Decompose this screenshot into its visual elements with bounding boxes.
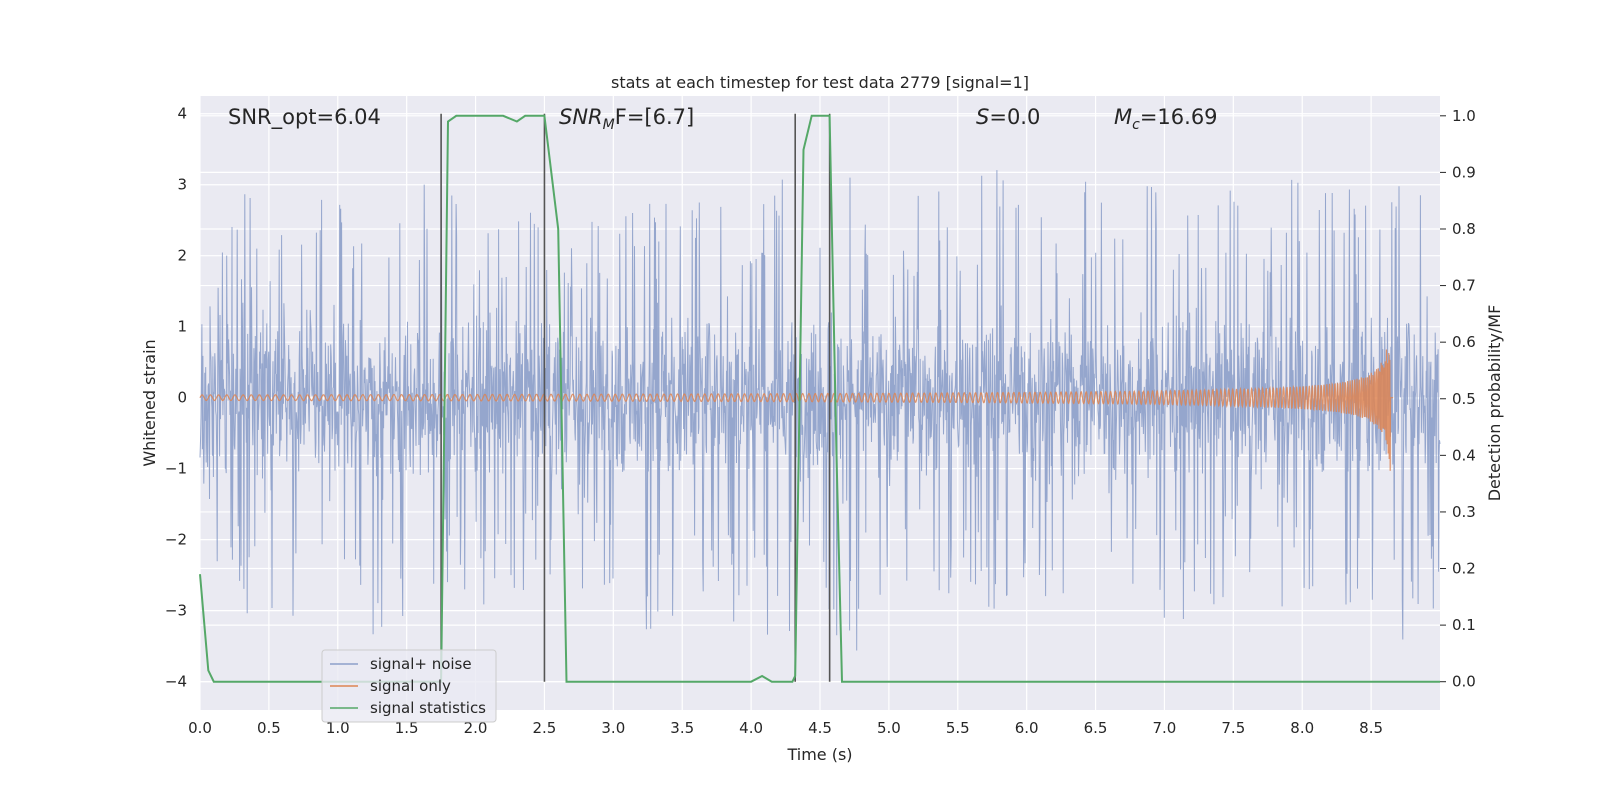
annotation-s-main: S (976, 105, 989, 129)
annotation-mc-sub: c (1132, 117, 1140, 133)
x-tick-label: 6.0 (1015, 719, 1039, 737)
y-tick-label: −2 (165, 531, 187, 549)
y-axis-label: Whitened strain (140, 339, 159, 466)
x-tick-label: 2.0 (464, 719, 488, 737)
y-tick-label: 2 (177, 247, 187, 265)
signal-only-line (199, 349, 1394, 471)
y2-tick-label: 0.1 (1452, 616, 1476, 634)
y-tick-label: 3 (177, 176, 187, 194)
x-tick-label: 6.5 (1084, 719, 1108, 737)
y-tick-label: −3 (165, 602, 187, 620)
annotation-mc: Mc=16.69 (1114, 105, 1218, 133)
x-axis-label: Time (s) (786, 745, 852, 764)
x-tick-label: 8.5 (1359, 719, 1383, 737)
annotation-s-rest: =0.0 (989, 105, 1040, 129)
legend-label-signal-statistics: signal statistics (370, 699, 486, 717)
x-tick-label: 0.5 (257, 719, 281, 737)
y2-tick-label: 0.2 (1452, 560, 1476, 578)
legend-box (321, 649, 497, 723)
x-tick-label: 3.0 (601, 719, 625, 737)
x-tick-label: 1.5 (395, 719, 419, 737)
annotation-s: S=0.0 (976, 105, 1040, 129)
x-tick-label: 3.5 (670, 719, 694, 737)
chart-title: stats at each timestep for test data 277… (611, 73, 1029, 92)
y2-tick-label: 0.0 (1452, 673, 1476, 691)
x-tick-label: 4.5 (808, 719, 832, 737)
x-tick-label: 5.0 (877, 719, 901, 737)
y-tick-label: 1 (177, 318, 187, 336)
annotation-mc-main: M (1114, 105, 1132, 129)
x-tick-label: 8.0 (1290, 719, 1314, 737)
x-tick-label: 5.5 (946, 719, 970, 737)
annotation-snr-mf-sub: M (603, 117, 615, 133)
y2-tick-label: 0.6 (1452, 333, 1476, 351)
y-tick-label: 4 (177, 105, 187, 123)
y2-tick-label: 0.7 (1452, 277, 1476, 295)
y2-tick-label: 0.5 (1452, 390, 1476, 408)
x-tick-label: 0.0 (188, 719, 212, 737)
y2-tick-label: 0.3 (1452, 503, 1476, 521)
signal-only-series (199, 349, 1394, 471)
y-tick-label: 0 (177, 389, 187, 407)
legend: signal+ noise signal only signal statist… (321, 649, 497, 723)
x-tick-label: 7.0 (1153, 719, 1177, 737)
y-tick-label: −4 (165, 673, 187, 691)
annotation-snr-opt: SNR_opt=6.04 (228, 105, 381, 130)
annotation-mc-rest: =16.69 (1140, 105, 1218, 129)
y2-tick-label: 0.8 (1452, 220, 1476, 238)
annotation-snr-mf-rest: F=[6.7] (615, 105, 694, 129)
y2-tick-label: 0.4 (1452, 446, 1476, 464)
legend-label-signal-noise: signal+ noise (370, 655, 472, 673)
y2-tick-label: 0.9 (1452, 163, 1476, 181)
x-tick-label: 4.0 (739, 719, 763, 737)
x-axis-ticks: 0.0 0.5 1.0 1.5 2.0 2.5 3.0 3.5 4.0 4.5 5.0 5.5 6.0 6… (188, 719, 1383, 737)
y-axis-ticks: −4 −3 −2 −1 0 1 2 3 4 (165, 105, 187, 691)
x-tick-label: 7.5 (1221, 719, 1245, 737)
annotation-snr-mf: SNRMF=[6.7] (559, 105, 694, 133)
legend-label-signal-only: signal only (370, 677, 451, 695)
x-tick-label: 1.0 (326, 719, 350, 737)
y2-axis-ticks: 0.0 0.1 0.2 0.3 0.4 0.5 0.6 0.7 0.8 0.9 1.0 (1440, 107, 1476, 691)
vertical-marker-lines (440, 113, 831, 682)
y-tick-label: −1 (165, 460, 187, 478)
x-tick-label: 2.5 (533, 719, 557, 737)
y2-tick-label: 1.0 (1452, 107, 1476, 125)
annotation-snr-mf-main: SNR (559, 105, 603, 129)
y2-axis-label: Detection probability/MF (1485, 305, 1504, 502)
